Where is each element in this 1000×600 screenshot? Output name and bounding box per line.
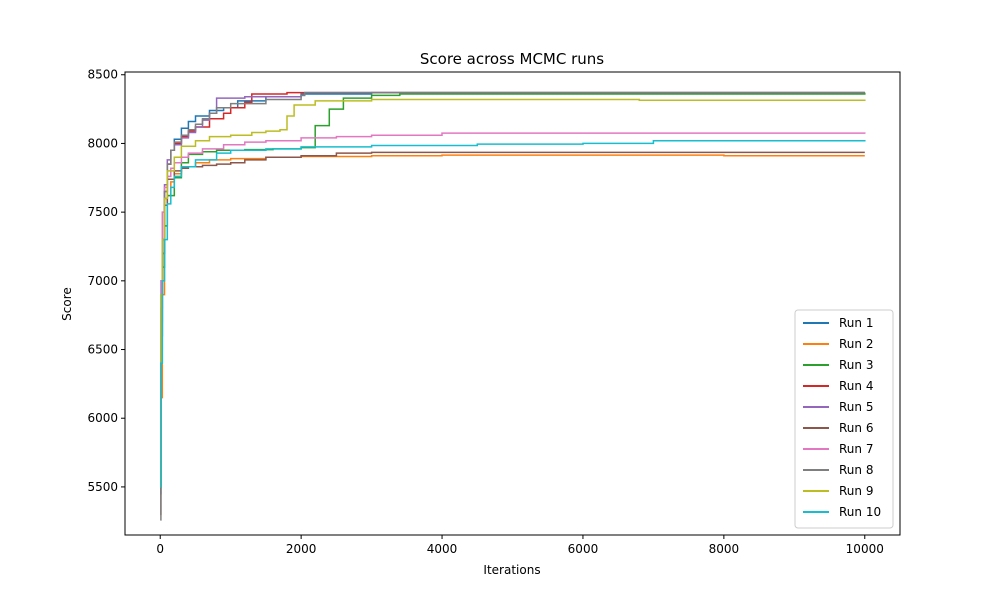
x-tick-label: 2000 bbox=[286, 542, 317, 556]
x-tick-label: 6000 bbox=[568, 542, 599, 556]
plot-frame bbox=[124, 71, 901, 536]
series-line-9 bbox=[160, 98, 866, 488]
y-tick-label: 7000 bbox=[87, 274, 118, 288]
y-tick-label: 6000 bbox=[87, 411, 118, 425]
x-tick-label: 8000 bbox=[709, 542, 740, 556]
plot-area: 0 2000 4000 6000 8000 10000 5500 6000 6500 7000 75… bbox=[87, 68, 901, 556]
x-tick-label: 0 bbox=[156, 542, 164, 556]
legend-label: Run 8 bbox=[839, 463, 873, 477]
x-tick-label: 10000 bbox=[846, 542, 884, 556]
y-tick-label: 8500 bbox=[87, 68, 118, 82]
x-axis-title: Iterations bbox=[483, 563, 540, 577]
legend-label: Run 6 bbox=[839, 421, 873, 435]
legend-label: Run 1 bbox=[839, 316, 873, 330]
legend-label: Run 2 bbox=[839, 337, 873, 351]
y-tick-label: 6500 bbox=[87, 343, 118, 357]
y-tick-label: 5500 bbox=[87, 480, 118, 494]
series-line-10 bbox=[160, 139, 866, 488]
x-tick-label: 4000 bbox=[427, 542, 458, 556]
legend: Run 1 Run 2 Run 3 Run 4 Run 5 Run 6 Run 7 Run 8… bbox=[794, 309, 894, 529]
y-tick-label: 7500 bbox=[87, 205, 118, 219]
legend-label: Run 5 bbox=[839, 400, 873, 414]
legend-label: Run 4 bbox=[839, 379, 873, 393]
legend-label: Run 3 bbox=[839, 358, 873, 372]
legend-label: Run 9 bbox=[839, 484, 873, 498]
y-axis-title: Score bbox=[60, 287, 74, 321]
series-line-7 bbox=[160, 132, 866, 461]
series-line-6 bbox=[160, 151, 865, 516]
y-tick-label: 8000 bbox=[87, 136, 118, 150]
chart-title: Score across MCMC runs bbox=[420, 50, 604, 68]
series-line-2 bbox=[160, 154, 865, 461]
legend-label: Run 7 bbox=[839, 442, 873, 456]
legend-label: Run 10 bbox=[839, 505, 881, 519]
